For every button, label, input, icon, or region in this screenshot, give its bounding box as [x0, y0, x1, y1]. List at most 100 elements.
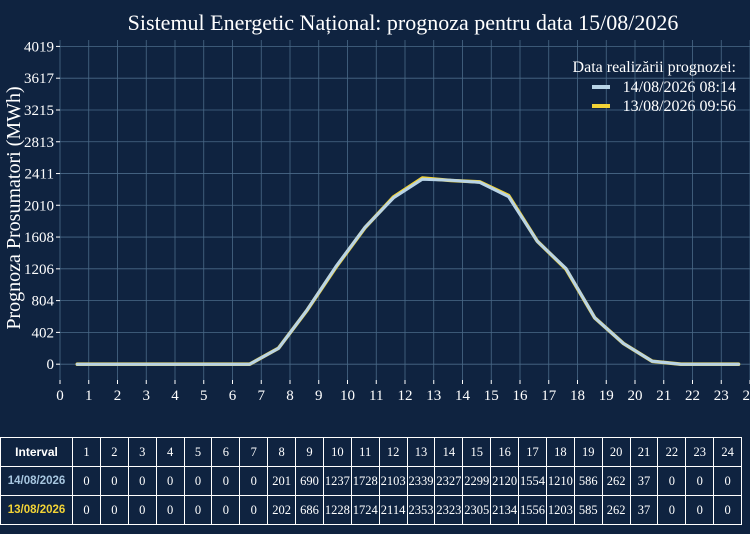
x-tick-label: 12 [398, 388, 413, 404]
x-tick-label: 17 [541, 388, 557, 404]
table-header-cell: 6 [211, 437, 241, 467]
table-cell: 0 [211, 495, 241, 525]
x-tick-label: 10 [340, 388, 355, 404]
table-cell: 0 [155, 495, 185, 525]
table-cell: 2114 [378, 495, 408, 525]
x-axis-ticks: 0123456789101112131415161718192021222324 [56, 380, 750, 404]
x-tick-label: 1 [85, 388, 93, 404]
table-cell: 37 [629, 495, 659, 525]
y-tick-label: 3215 [24, 103, 54, 119]
table-cell: 0 [183, 495, 213, 525]
table-cell: 0 [211, 466, 241, 496]
series-line [75, 176, 741, 367]
table-row-label: 13/08/2026 [0, 495, 73, 525]
table-cell: 2353 [406, 495, 436, 525]
x-tick-label: 5 [200, 388, 208, 404]
forecast-table: Interval 1 2 3 4 5 6 7 8 9 10 11 12 13 14 15 16 17 18 19 20 2… [0, 437, 742, 525]
table-row: 14/08/2026 0 0 0 0 0 0 0 201 690 1237 1728 2103 2339 2… [0, 466, 742, 496]
table-header-cell: 7 [239, 437, 269, 467]
x-tick-label: 23 [714, 388, 729, 404]
x-tick-label: 19 [599, 388, 614, 404]
x-tick-label: 6 [229, 388, 237, 404]
table-cell: 686 [295, 495, 324, 525]
table-cell: 262 [601, 495, 631, 525]
table-header-cell: 9 [295, 437, 324, 467]
table-cell: 0 [239, 466, 269, 496]
x-tick-label: 0 [56, 388, 64, 404]
x-tick-label: 22 [685, 388, 700, 404]
table-cell: 2305 [462, 495, 492, 525]
table-header-cell: 18 [545, 437, 575, 467]
x-tick-label: 15 [484, 388, 499, 404]
x-tick-label: 9 [315, 388, 323, 404]
table-cell: 0 [713, 466, 742, 496]
legend-title: Data realizării prognozei: [573, 59, 736, 76]
y-tick-label: 402 [32, 325, 55, 341]
table-header-cell: 3 [127, 437, 157, 467]
table-cell: 0 [183, 466, 213, 496]
table-header-cell: 19 [573, 437, 603, 467]
y-tick-label: 1206 [24, 262, 55, 278]
table-cell: 1237 [322, 466, 352, 496]
table-cell: 1556 [518, 495, 547, 525]
table-cell: 2327 [434, 466, 464, 496]
table-cell: 1724 [350, 495, 380, 525]
y-tick-label: 0 [47, 357, 55, 373]
table-cell: 0 [239, 495, 269, 525]
table-cell: 262 [601, 466, 631, 496]
table-cell: 0 [685, 466, 715, 496]
table-header-cell: 20 [601, 437, 631, 467]
table-cell: 201 [267, 466, 296, 496]
table-cell: 1203 [545, 495, 575, 525]
x-tick-label: 20 [628, 388, 643, 404]
chart-title: Sistemul Energetic Național: prognoza pe… [128, 10, 679, 35]
table-header-cell: 13 [406, 437, 436, 467]
table-cell: 2134 [490, 495, 519, 525]
table-header-cell: 23 [685, 437, 715, 467]
series-line [75, 177, 740, 366]
y-tick-label: 2010 [24, 198, 54, 214]
table-cell: 1728 [350, 466, 380, 496]
x-tick-label: 21 [656, 388, 671, 404]
table-cell: 2323 [434, 495, 464, 525]
table-header-cell: 11 [350, 437, 380, 467]
table-header-row: Interval 1 2 3 4 5 6 7 8 9 10 11 12 13 14 15 16 17 18 19 20 2… [0, 437, 742, 467]
table-cell: 0 [657, 466, 687, 496]
table-cell: 0 [155, 466, 185, 496]
table-header-cell: 2 [99, 437, 129, 467]
table-cell: 585 [573, 495, 603, 525]
y-tick-label: 2813 [24, 135, 54, 151]
y-axis-label: Prognoza Prosumatori (MWh) [3, 86, 25, 329]
table-header-cell: 14 [434, 437, 464, 467]
grid-lines [59, 40, 750, 380]
table-header-label: Interval [0, 437, 73, 467]
table-cell: 0 [72, 495, 101, 525]
table-header-cell: 21 [629, 437, 659, 467]
series-lines [75, 176, 741, 367]
x-tick-label: 7 [258, 388, 266, 404]
table-cell: 1228 [322, 495, 352, 525]
table-cell: 2103 [378, 466, 408, 496]
table-cell: 2120 [490, 466, 519, 496]
legend: Data realizării prognozei: 14/08/2026 08… [573, 59, 736, 115]
table-cell: 0 [713, 495, 742, 525]
table-header-cell: 22 [657, 437, 687, 467]
x-tick-label: 18 [570, 388, 585, 404]
x-tick-label: 11 [369, 388, 383, 404]
table-cell: 1210 [545, 466, 575, 496]
table-header-cell: 4 [155, 437, 185, 467]
x-tick-label: 8 [286, 388, 294, 404]
x-tick-label: 4 [171, 388, 179, 404]
table-header-cell: 15 [462, 437, 492, 467]
y-tick-label: 2411 [25, 167, 54, 183]
table-cell: 2339 [406, 466, 436, 496]
x-tick-label: 2 [114, 388, 122, 404]
table-header-cell: 16 [490, 437, 519, 467]
x-tick-label: 3 [143, 388, 151, 404]
table-row: 13/08/2026 0 0 0 0 0 0 0 202 686 1228 1724 2114 2353 2… [0, 495, 742, 525]
table-header-cell: 17 [518, 437, 547, 467]
table-cell: 1554 [518, 466, 547, 496]
table-row-label: 14/08/2026 [0, 466, 73, 496]
y-tick-label: 3617 [24, 71, 55, 87]
y-tick-label: 1608 [24, 230, 54, 246]
